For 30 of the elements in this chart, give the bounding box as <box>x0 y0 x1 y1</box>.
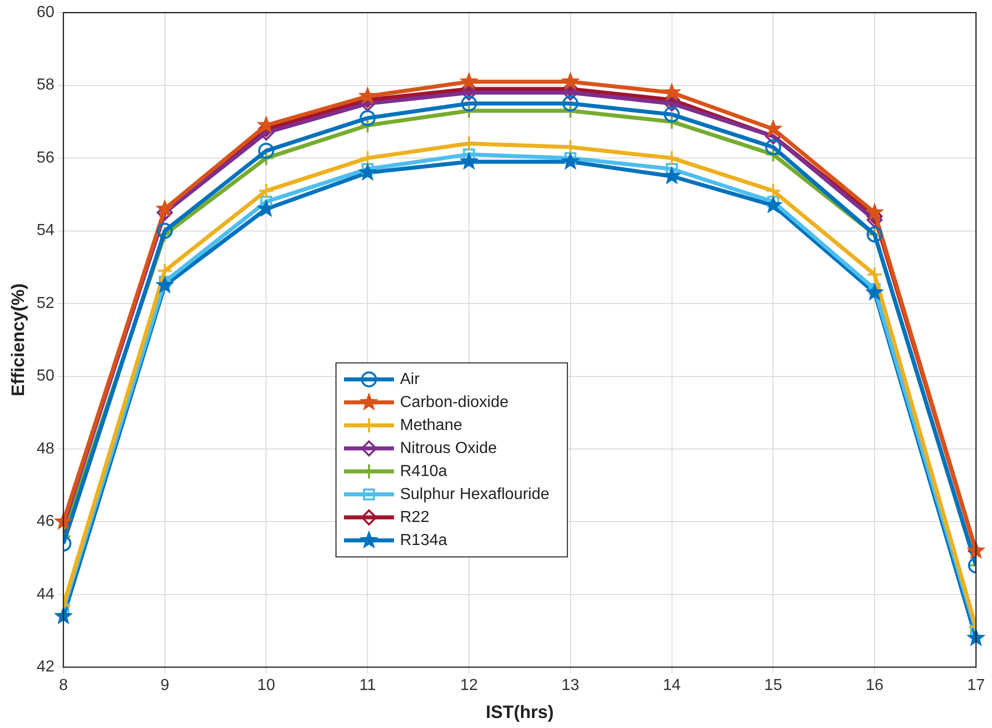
legend-label: Nitrous Oxide <box>400 440 498 457</box>
legend-label: R22 <box>400 508 430 526</box>
y-tick-label: 54 <box>36 222 54 240</box>
y-tick-label: 44 <box>36 586 54 603</box>
legend-label: Carbon-dioxide <box>400 394 509 411</box>
x-axis-title: IST(hrs) <box>486 702 554 722</box>
x-tick-label: 14 <box>662 677 681 694</box>
y-tick-label: 48 <box>36 440 54 458</box>
x-tick-label: 11 <box>359 677 376 694</box>
legend-label: R134a <box>400 532 448 549</box>
y-tick-label: 42 <box>36 658 54 676</box>
y-tick-label: 60 <box>36 4 54 22</box>
x-tick-label: 15 <box>764 677 782 694</box>
legend-label: Air <box>400 370 420 388</box>
x-tick-label: 17 <box>967 677 985 694</box>
legend-label: R410a <box>400 462 448 480</box>
legend-label: Sulphur Hexaflouride <box>400 486 550 503</box>
y-tick-label: 50 <box>36 368 54 385</box>
y-tick-label: 52 <box>36 294 54 312</box>
y-axis-title: Efficiency(%) <box>8 283 28 396</box>
x-tick-label: 13 <box>562 677 580 694</box>
x-tick-label: 10 <box>257 677 276 694</box>
legend-label: Methane <box>400 416 462 434</box>
x-tick-label: 8 <box>58 677 68 694</box>
x-tick-label: 16 <box>866 677 884 694</box>
y-tick-label: 56 <box>36 149 54 166</box>
y-tick-label: 58 <box>36 76 54 94</box>
x-tick-label: 9 <box>160 677 170 694</box>
x-tick-label: 12 <box>460 677 478 694</box>
y-tick-label: 46 <box>36 513 54 530</box>
